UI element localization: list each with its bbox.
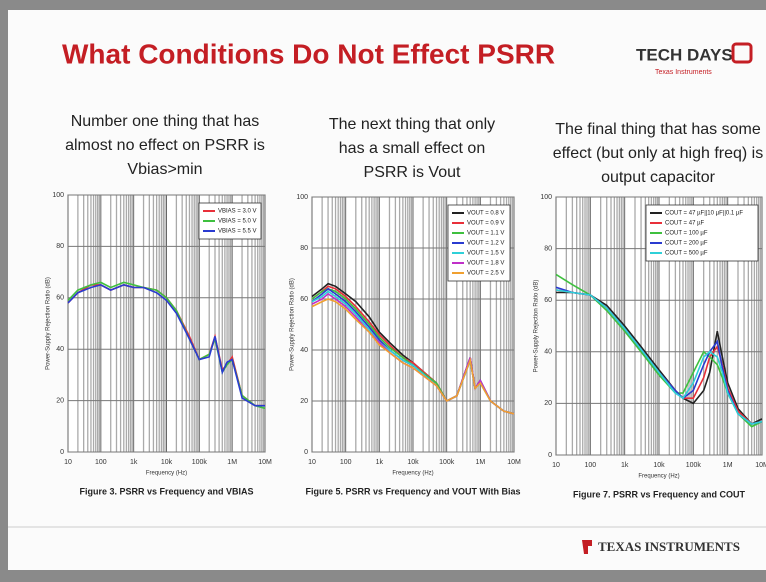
legend-label: VOUT = 2.5 V — [467, 271, 504, 277]
y-tick-label: 60 — [300, 296, 308, 303]
x-tick-label: 1M — [723, 462, 733, 469]
y-tick-label: 100 — [52, 192, 64, 199]
legend-label: COUT = 47 µF||10 µF||0.1 µF — [665, 211, 743, 217]
x-tick-label: 10k — [653, 462, 665, 469]
x-tick-label: 1k — [130, 459, 138, 466]
x-tick-label: 100k — [439, 459, 455, 466]
x-tick-label: 1k — [376, 459, 384, 466]
legend-label: COUT = 47 µF — [665, 221, 705, 227]
x-tick-label: 1M — [227, 459, 237, 466]
y-tick-label: 60 — [56, 295, 64, 302]
x-tick-label: 100 — [584, 462, 596, 469]
chart-heading: has a small effect on — [339, 140, 485, 157]
legend-label: VBIAS = 5.5 V — [218, 229, 257, 235]
x-tick-label: 10M — [507, 459, 521, 466]
x-axis-label: Frequency (Hz) — [638, 474, 679, 480]
y-tick-label: 40 — [300, 347, 308, 354]
y-tick-label: 0 — [60, 449, 64, 456]
legend-label: VOUT = 0.8 V — [467, 211, 504, 217]
y-axis-label: Power-Supply Rejection Ratio (dB) — [46, 277, 52, 370]
x-axis-label: Frequency (Hz) — [392, 471, 433, 477]
x-tick-label: 10 — [552, 462, 560, 469]
x-tick-label: 100 — [340, 459, 352, 466]
y-axis-label: Power-Supply Rejection Ratio (dB) — [534, 280, 540, 373]
y-axis-label: Power-Supply Rejection Ratio (dB) — [290, 278, 296, 371]
x-tick-label: 1M — [475, 459, 485, 466]
y-tick-label: 80 — [544, 245, 552, 252]
x-axis-label: Frequency (Hz) — [146, 471, 187, 477]
series-line — [555, 289, 763, 425]
legend-box — [645, 204, 759, 262]
x-tick-label: 10 — [64, 459, 72, 466]
figure-caption: Figure 7. PSRR vs Frequency and COUT — [573, 489, 746, 499]
chart-heading: The final thing that has some — [555, 121, 761, 138]
chart-heading: output capacitor — [601, 169, 716, 186]
x-tick-label: 10 — [308, 459, 316, 466]
legend-label: VBIAS = 5.0 V — [218, 219, 257, 225]
x-tick-label: 10M — [755, 462, 766, 469]
series-line — [556, 291, 763, 425]
series-line — [67, 284, 265, 407]
x-tick-label: 100k — [686, 462, 702, 469]
y-tick-label: 100 — [296, 194, 308, 201]
y-tick-label: 100 — [540, 194, 552, 201]
y-tick-label: 20 — [56, 397, 64, 404]
y-tick-label: 20 — [300, 398, 308, 405]
figure-caption: Figure 3. PSRR vs Frequency and VBIAS — [79, 486, 253, 496]
y-tick-label: 80 — [56, 243, 64, 250]
y-tick-label: 60 — [544, 297, 552, 304]
chart-heading: effect (but only at high freq) is — [553, 145, 763, 162]
legend-label: COUT = 500 µF — [665, 251, 708, 257]
chart-heading: PSRR is Vout — [364, 164, 461, 181]
x-tick-label: 10M — [258, 459, 272, 466]
logo-sub: Texas Instruments — [655, 69, 712, 76]
legend-label: VOUT = 1.1 V — [467, 231, 504, 237]
figure-caption: Figure 5. PSRR vs Frequency and VOUT Wit… — [306, 486, 521, 496]
y-tick-label: 40 — [544, 349, 552, 356]
x-tick-label: 100k — [192, 459, 208, 466]
y-tick-label: 0 — [304, 449, 308, 456]
y-tick-label: 80 — [300, 245, 308, 252]
slide-title: What Conditions Do Not Effect PSRR — [62, 38, 555, 69]
chart-heading: almost no effect on PSRR is — [65, 137, 265, 154]
x-tick-label: 10k — [161, 459, 173, 466]
legend-label: COUT = 100 µF — [665, 231, 708, 237]
y-tick-label: 40 — [56, 346, 64, 353]
series-line — [311, 298, 515, 415]
legend-label: VOUT = 1.8 V — [467, 261, 504, 267]
x-tick-label: 10k — [407, 459, 419, 466]
y-tick-label: 0 — [548, 452, 552, 459]
legend-label: VOUT = 0.9 V — [467, 221, 504, 227]
legend-label: COUT = 200 µF — [665, 241, 708, 247]
legend-label: VOUT = 1.2 V — [467, 241, 504, 247]
footer-brand: TEXAS INSTRUMENTS — [598, 539, 740, 554]
x-tick-label: 1k — [621, 462, 629, 469]
x-tick-label: 100 — [95, 459, 107, 466]
chart-heading: Vbias>min — [127, 161, 202, 178]
legend-label: VOUT = 1.5 V — [467, 251, 504, 257]
logo: TECH DAYS — [636, 45, 733, 64]
chart-heading: The next thing that only — [329, 116, 495, 133]
ti-icon — [582, 540, 592, 554]
chart-heading: Number one thing that has — [71, 113, 260, 130]
legend-label: VBIAS = 3.0 V — [218, 209, 257, 215]
logo-icon — [731, 42, 753, 64]
y-tick-label: 20 — [544, 400, 552, 407]
